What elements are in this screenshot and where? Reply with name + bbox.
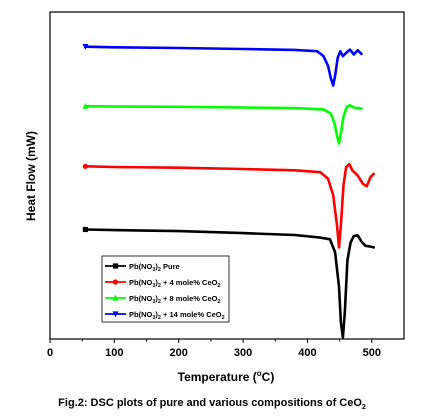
x-tick-label: 0: [47, 347, 53, 359]
x-axis-title: Temperature (oC): [178, 369, 275, 384]
legend-label: Pb(NO3)2 + 14 mole% CeO2: [129, 310, 225, 321]
legend-label: Pb(NO3)2 + 8 mole% CeO2: [129, 294, 221, 305]
legend-label-part: 2: [217, 299, 220, 305]
x-axis-title-unit: C): [262, 370, 275, 384]
series-marker-3: [82, 102, 89, 109]
legend-label-part: + 8 mole% CeO: [161, 294, 218, 303]
series-line-4: [84, 45, 363, 87]
legend-label-part: 2: [222, 315, 225, 321]
x-tick-label: 500: [363, 347, 381, 359]
series-marker-4: [82, 44, 89, 50]
x-axis-title-degree: o: [257, 369, 262, 378]
legend-label-part: ): [155, 262, 158, 271]
legend-label-part: + 14 mole% CeO: [161, 310, 222, 319]
legend-label-part: ): [155, 294, 158, 303]
legend-marker: [112, 279, 119, 285]
legend-label: Pb(NO3)2 + 4 mole% CeO2: [129, 278, 221, 289]
legend-label-part: Pb(NO: [129, 310, 152, 319]
series-line-2: [84, 162, 375, 249]
series-layer: [82, 44, 375, 339]
x-tick-label: 200: [170, 347, 188, 359]
x-tick-label: 100: [105, 347, 123, 359]
legend-label-part: 2: [158, 267, 161, 273]
legend-label-part: Pb(NO: [129, 278, 152, 287]
y-axis-title: Heat Flow (mW): [24, 131, 38, 221]
series-marker-1: [82, 226, 88, 233]
legend-label-part: 3: [152, 315, 155, 321]
plot-frame: [49, 11, 405, 340]
legend-label-part: 2: [158, 299, 161, 305]
x-tick-label: 300: [234, 347, 252, 359]
legend-label-part: Pb(NO: [129, 262, 152, 271]
legend-label-part: 3: [152, 267, 155, 273]
legend-label-part: Pb(NO: [129, 294, 152, 303]
legend-marker: [112, 294, 119, 301]
legend-label-part: 3: [152, 283, 155, 289]
legend-box: [101, 255, 230, 323]
series-line-3: [84, 103, 363, 145]
legend-label-part: 2: [158, 315, 161, 321]
x-tick-label: 400: [298, 347, 316, 359]
legend-marker: [112, 311, 119, 318]
figure-caption-main: Fig.2: DSC plots of pure and various com…: [58, 397, 362, 409]
legend-marker: [112, 263, 119, 269]
figure-caption-sub: 2: [362, 404, 366, 411]
legend-label-part: ): [155, 310, 158, 319]
legend-label-part: ): [155, 278, 158, 287]
legend-label-part: 2: [158, 283, 161, 289]
x-axis-ticks: 0 100 200 300 400 500: [47, 339, 381, 359]
legend-label-part: 2: [217, 283, 220, 289]
series-marker-2: [82, 163, 88, 169]
series-line-1: [84, 228, 375, 339]
legend-label-part: + 4 mole% CeO: [161, 278, 218, 287]
legend-label: Pb(NO3)2 Pure: [129, 262, 180, 273]
legend-label-part: Pure: [161, 262, 180, 271]
x-axis-title-main: Temperature (: [178, 370, 257, 384]
legend-label-part: 3: [152, 299, 155, 305]
figure-caption: Fig.2: DSC plots of pure and various com…: [58, 397, 366, 411]
